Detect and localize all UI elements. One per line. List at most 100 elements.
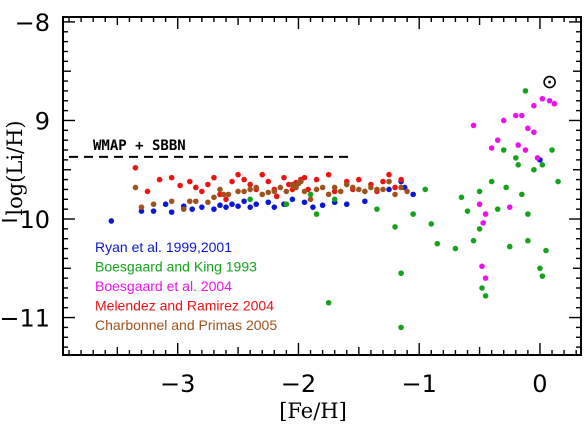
legend-entry: Melendez and Ramirez 2004 (95, 298, 274, 314)
data-point-boesgaard-and-king-1993 (422, 186, 429, 193)
y-tick-label: 9 (35, 107, 50, 135)
data-point-charbonnel-and-primas-2005 (386, 178, 392, 185)
data-point-boesgaard-and-king-1993 (410, 211, 416, 217)
data-point-boesgaard-and-king-1993 (392, 224, 398, 230)
data-point-boesgaard-and-king-1993 (470, 237, 477, 244)
data-point-melendez-and-ramirez-2004 (132, 164, 139, 171)
data-point-charbonnel-and-primas-2005 (398, 184, 404, 191)
data-point-ryan-et-al-1999-2001 (150, 208, 157, 214)
data-point-boesgaard-and-king-1993 (488, 178, 495, 185)
data-point-boesgaard-et-al-2004 (476, 201, 483, 208)
y-tick-label: −10 (0, 206, 50, 234)
data-point-boesgaard-and-king-1993 (549, 147, 555, 153)
data-point-boesgaard-and-king-1993 (476, 188, 483, 195)
data-point-melendez-and-ramirez-2004 (259, 171, 266, 178)
data-point-charbonnel-and-primas-2005 (301, 188, 308, 195)
data-point-charbonnel-and-primas-2005 (205, 199, 211, 206)
data-point-boesgaard-and-king-1993 (539, 273, 546, 279)
data-point-boesgaard-and-king-1993 (515, 162, 522, 168)
data-point-charbonnel-and-primas-2005 (368, 184, 374, 191)
data-point-boesgaard-et-al-2004 (500, 117, 507, 124)
data-point-boesgaard-and-king-1993 (494, 206, 501, 212)
data-point-charbonnel-and-primas-2005 (193, 198, 199, 205)
data-point-charbonnel-and-primas-2005 (138, 204, 145, 210)
data-point-boesgaard-et-al-2004 (488, 145, 495, 151)
data-point-charbonnel-and-primas-2005 (259, 191, 266, 198)
data-point-boesgaard-et-al-2004 (525, 125, 531, 132)
data-point-charbonnel-and-primas-2005 (337, 188, 344, 195)
data-point-boesgaard-and-king-1993 (543, 247, 549, 254)
data-point-boesgaard-et-al-2004 (470, 122, 477, 129)
data-point-ryan-et-al-1999-2001 (247, 204, 253, 210)
y-tick-label: −11 (0, 305, 50, 333)
data-point-boesgaard-and-king-1993 (313, 211, 320, 217)
axis-tick-labels: −3 −2 −1 0−89−10−11 (0, 9, 548, 398)
data-point-boesgaard-and-king-1993 (555, 178, 561, 185)
data-point-charbonnel-and-primas-2005 (331, 184, 338, 191)
axis-ticks (63, 17, 581, 355)
x-axis-title: [Fe/H] (279, 399, 347, 423)
data-point-boesgaard-et-al-2004 (480, 220, 486, 226)
data-point-charbonnel-and-primas-2005 (295, 180, 302, 187)
data-point-melendez-and-ramirez-2004 (177, 182, 183, 189)
legend-entry: Boesgaard and King 1993 (95, 259, 257, 275)
data-point-boesgaard-and-king-1993 (519, 191, 525, 198)
data-point-charbonnel-and-primas-2005 (150, 201, 157, 208)
sun-symbol (543, 75, 556, 89)
data-point-boesgaard-and-king-1993 (512, 155, 519, 161)
data-point-melendez-and-ramirez-2004 (313, 176, 320, 183)
data-point-charbonnel-and-primas-2005 (186, 198, 193, 205)
data-point-boesgaard-and-king-1993 (464, 208, 471, 214)
x-tick-label: −1 (402, 370, 437, 398)
data-point-melendez-and-ramirez-2004 (186, 178, 193, 185)
data-point-melendez-and-ramirez-2004 (229, 178, 235, 185)
data-point-charbonnel-and-primas-2005 (290, 183, 297, 190)
data-point-charbonnel-and-primas-2005 (241, 188, 247, 195)
data-point-boesgaard-et-al-2004 (551, 100, 558, 107)
data-point-melendez-and-ramirez-2004 (392, 184, 398, 191)
data-point-boesgaard-and-king-1993 (452, 245, 459, 252)
legend: Ryan et al. 1999,2001 Boesgaard and King … (95, 239, 277, 333)
data-point-charbonnel-and-primas-2005 (168, 198, 175, 205)
data-point-boesgaard-et-al-2004 (546, 97, 553, 104)
data-point-boesgaard-and-king-1993 (525, 211, 531, 217)
data-point-boesgaard-and-king-1993 (539, 162, 546, 168)
data-point-melendez-and-ramirez-2004 (211, 174, 217, 181)
x-tick-label: −3 (160, 370, 195, 398)
data-point-ryan-et-al-1999-2001 (223, 204, 229, 210)
data-point-boesgaard-and-king-1993 (522, 88, 529, 94)
x-tick-label: 0 (532, 370, 547, 398)
data-point-boesgaard-et-al-2004 (506, 204, 513, 210)
data-point-charbonnel-and-primas-2005 (392, 191, 398, 198)
data-point-boesgaard-and-king-1993 (458, 194, 465, 201)
y-tick-label: −8 (15, 9, 50, 37)
sun-symbol-ring (543, 75, 556, 89)
data-point-ryan-et-al-1999-2001 (199, 204, 205, 210)
legend-entry: Charbonnel and Primas 2005 (95, 317, 277, 333)
data-point-boesgaard-et-al-2004 (519, 112, 525, 119)
data-point-charbonnel-and-primas-2005 (404, 188, 410, 195)
data-point-ryan-et-al-1999-2001 (343, 201, 350, 208)
data-point-boesgaard-and-king-1993 (479, 285, 485, 291)
data-point-charbonnel-and-primas-2005 (132, 184, 139, 191)
data-point-ryan-et-al-1999-2001 (211, 206, 217, 212)
x-tick-label: −2 (281, 370, 316, 398)
data-point-charbonnel-and-primas-2005 (349, 184, 356, 191)
data-point-melendez-and-ramirez-2004 (235, 171, 241, 178)
data-point-melendez-and-ramirez-2004 (281, 174, 287, 181)
data-point-ryan-et-al-1999-2001 (235, 203, 241, 210)
data-point-boesgaard-and-king-1993 (434, 240, 441, 247)
reference-line-label: WMAP + SBBN (93, 138, 186, 154)
legend-entry: Ryan et al. 1999,2001 (95, 239, 232, 255)
data-point-boesgaard-and-king-1993 (398, 270, 404, 277)
data-point-charbonnel-and-primas-2005 (283, 188, 290, 195)
data-point-ryan-et-al-1999-2001 (265, 199, 272, 206)
data-point-melendez-and-ramirez-2004 (325, 171, 332, 178)
data-point-charbonnel-and-primas-2005 (356, 186, 362, 193)
data-point-ryan-et-al-1999-2001 (229, 201, 235, 208)
data-point-melendez-and-ramirez-2004 (144, 188, 151, 195)
data-point-melendez-and-ramirez-2004 (205, 181, 211, 188)
data-point-charbonnel-and-primas-2005 (235, 188, 241, 195)
data-point-charbonnel-and-primas-2005 (211, 194, 217, 201)
data-point-ryan-et-al-1999-2001 (241, 198, 247, 205)
